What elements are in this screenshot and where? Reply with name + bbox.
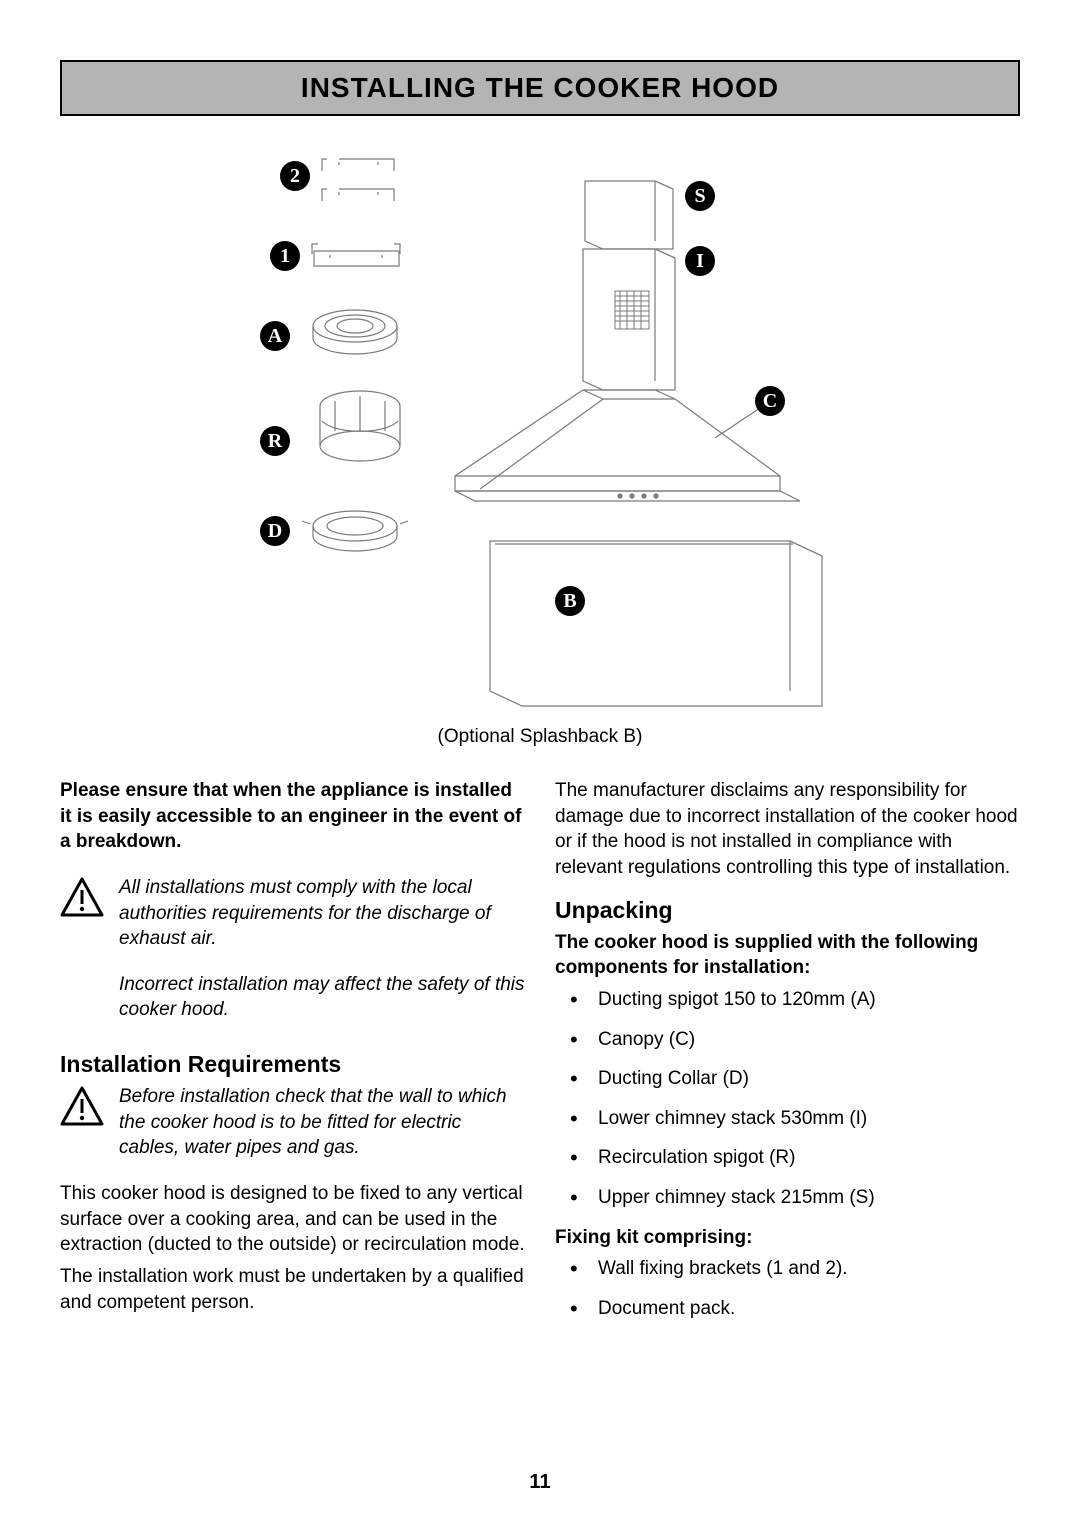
list-item: Document pack.	[570, 1296, 1020, 1322]
h-unpacking: Unpacking	[555, 895, 1020, 926]
components-list: Ducting spigot 150 to 120mm (A) Canopy (…	[555, 987, 1020, 1211]
fixkit-head: Fixing kit comprising:	[555, 1225, 1020, 1251]
fixkit-list: Wall fixing brackets (1 and 2). Document…	[555, 1256, 1020, 1321]
left-para1: This cooker hood is designed to be fixed…	[60, 1181, 525, 1258]
intro-bold: Please ensure that when the appliance is…	[60, 778, 525, 855]
exploded-diagram: 2 1 A R	[60, 146, 1020, 716]
page-title-bar: INSTALLING THE COOKER HOOD	[60, 60, 1020, 116]
list-item: Recirculation spigot (R)	[570, 1145, 1020, 1171]
warn-block-1: All installations must comply with the l…	[60, 875, 525, 1029]
unpack-subhead: The cooker hood is supplied with the fol…	[555, 930, 1020, 981]
warn2-text: Before installation check that the wall …	[119, 1084, 525, 1161]
right-para1: The manufacturer disclaims any responsib…	[555, 778, 1020, 881]
list-item: Wall fixing brackets (1 and 2).	[570, 1256, 1020, 1282]
diagram-caption: (Optional Splashback B)	[60, 726, 1020, 748]
label-D: D	[268, 520, 282, 542]
label-A: A	[268, 325, 283, 347]
right-column: The manufacturer disclaims any responsib…	[555, 778, 1020, 1336]
label-R: R	[268, 430, 283, 452]
warn1-text: All installations must comply with the l…	[119, 875, 525, 952]
label-2: 2	[290, 165, 300, 187]
page-title: INSTALLING THE COOKER HOOD	[301, 72, 779, 103]
label-C: C	[763, 390, 777, 412]
warning-icon	[60, 1084, 104, 1161]
warn-block-2: Before installation check that the wall …	[60, 1084, 525, 1161]
h-installation-req: Installation Requirements	[60, 1049, 525, 1080]
list-item: Canopy (C)	[570, 1027, 1020, 1053]
list-item: Ducting Collar (D)	[570, 1066, 1020, 1092]
list-item: Upper chimney stack 215mm (S)	[570, 1185, 1020, 1211]
warning-icon	[60, 875, 104, 1029]
label-S: S	[694, 185, 705, 207]
label-I: I	[696, 250, 704, 272]
left-para2: The installation work must be undertaken…	[60, 1264, 525, 1315]
label-B: B	[563, 590, 576, 612]
list-item: Lower chimney stack 530mm (I)	[570, 1106, 1020, 1132]
page-number: 11	[0, 1471, 1080, 1494]
body-columns: Please ensure that when the appliance is…	[60, 778, 1020, 1336]
left-column: Please ensure that when the appliance is…	[60, 778, 525, 1336]
label-1: 1	[280, 245, 290, 267]
warn-note: Incorrect installation may affect the sa…	[119, 972, 525, 1023]
list-item: Ducting spigot 150 to 120mm (A)	[570, 987, 1020, 1013]
